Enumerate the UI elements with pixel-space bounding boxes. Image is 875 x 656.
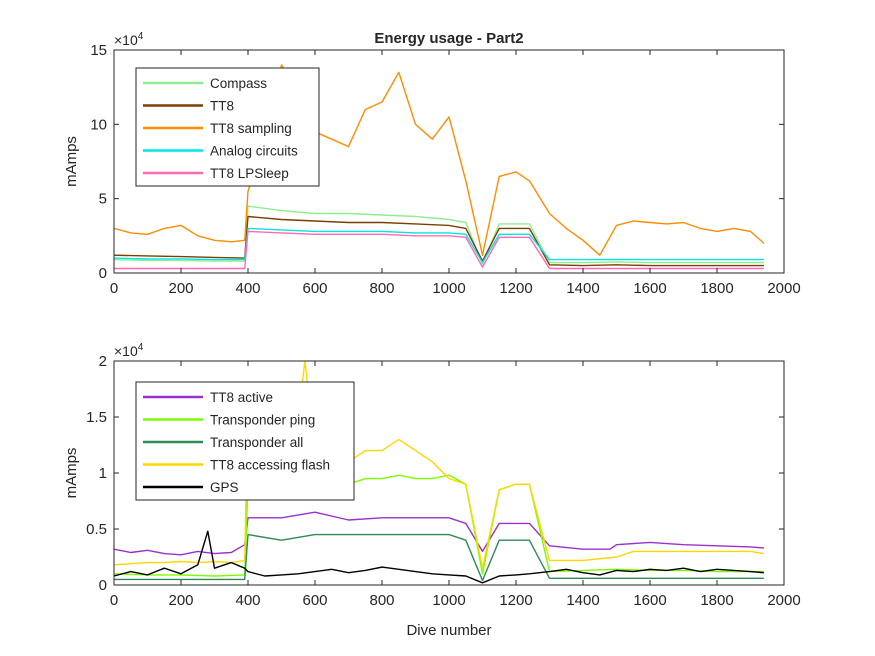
x-tick-label: 1800 (700, 592, 733, 609)
x-tick-label: 1000 (432, 592, 465, 609)
x-tick-label: 1600 (633, 592, 666, 609)
x-tick-label: 2000 (767, 592, 800, 609)
x-tick-label: 800 (369, 280, 394, 297)
series-line-analog-circuits (114, 227, 764, 264)
y-tick-label: 2 (99, 353, 107, 370)
top-legend: Compass TT8 TT8 sampling Analog circuits TT8… (135, 67, 320, 187)
bottom-axis-ticks: 0 200 400 600 800 1000 1200 1400 1600 1800 2000 0 0.… (86, 353, 801, 609)
x-tick-label: 600 (302, 280, 327, 297)
x-tick-label: 1000 (432, 280, 465, 297)
x-tick-label: 0 (110, 592, 118, 609)
top-series-group (114, 64, 765, 270)
x-tick-label: 1600 (633, 280, 666, 297)
y-tick-label: 0 (99, 265, 107, 282)
y-tick-label: 5 (99, 191, 107, 208)
y-tick-label: 1.5 (86, 409, 107, 426)
legend-entry-label: Transponder ping (210, 413, 315, 428)
top-axis-ticks: 0 200 400 600 800 1000 1200 1400 1600 1800 2000 0 5 1… (90, 42, 800, 297)
x-tick-label: 0 (110, 280, 118, 297)
legend-entry-label: Transponder all (210, 435, 303, 450)
x-tick-label: 1800 (700, 280, 733, 297)
top-chart-panel: 0 200 400 600 800 1000 1200 1400 1600 1800 2000 0 5 1… (63, 30, 801, 297)
x-tick-label: 1200 (499, 592, 532, 609)
legend-entry-label: TT8 active (210, 390, 273, 405)
legend-entry-label: TT8 LPSleep (210, 166, 289, 181)
x-tick-label: 600 (302, 592, 327, 609)
series-line-tt8 (114, 215, 764, 267)
y-tick-label: 1 (99, 465, 107, 482)
x-tick-label: 1200 (499, 280, 532, 297)
bottom-y-axis-label: mAmps (63, 448, 80, 499)
x-tick-label: 200 (168, 592, 193, 609)
series-line-gps (114, 530, 764, 584)
bottom-legend: TT8 active Transponder ping Transponder al… (135, 381, 355, 501)
legend-entry-label: TT8 accessing flash (210, 458, 330, 473)
x-tick-label: 2000 (767, 280, 800, 297)
legend-entry-label: GPS (210, 480, 239, 495)
bottom-y-exponent: ×104 (114, 342, 144, 359)
legend-entry-label: Analog circuits (210, 144, 298, 159)
series-line-tt8-sampling (114, 64, 765, 256)
legend-entry-label: TT8 (210, 99, 234, 114)
x-axis-label: Dive number (406, 622, 491, 639)
legend-entry-label: TT8 sampling (210, 121, 292, 136)
x-tick-label: 800 (369, 592, 394, 609)
y-tick-label: 15 (90, 42, 107, 59)
x-tick-label: 1400 (566, 592, 599, 609)
bottom-series-group (114, 361, 765, 584)
y-tick-label: 0 (99, 577, 107, 594)
top-y-axis-label: mAmps (63, 136, 80, 187)
x-tick-label: 400 (235, 592, 260, 609)
x-tick-label: 400 (235, 280, 260, 297)
legend-entry-label: Compass (210, 76, 267, 91)
chart-title: Energy usage - Part2 (374, 30, 523, 47)
y-tick-label: 0.5 (86, 521, 107, 538)
series-line-tt8-lpsleep (114, 230, 764, 270)
series-line-transponder-all (114, 533, 764, 582)
bottom-chart-panel: 0 200 400 600 800 1000 1200 1400 1600 1800 2000 0 0.… (63, 342, 801, 639)
series-line-compass (114, 205, 764, 265)
y-tick-label: 10 (90, 116, 107, 133)
top-y-exponent: ×104 (114, 31, 144, 48)
series-line-tt8-accessing-flash (114, 361, 765, 569)
x-tick-label: 1400 (566, 280, 599, 297)
x-tick-label: 200 (168, 280, 193, 297)
series-line-tt8-active (114, 511, 764, 556)
